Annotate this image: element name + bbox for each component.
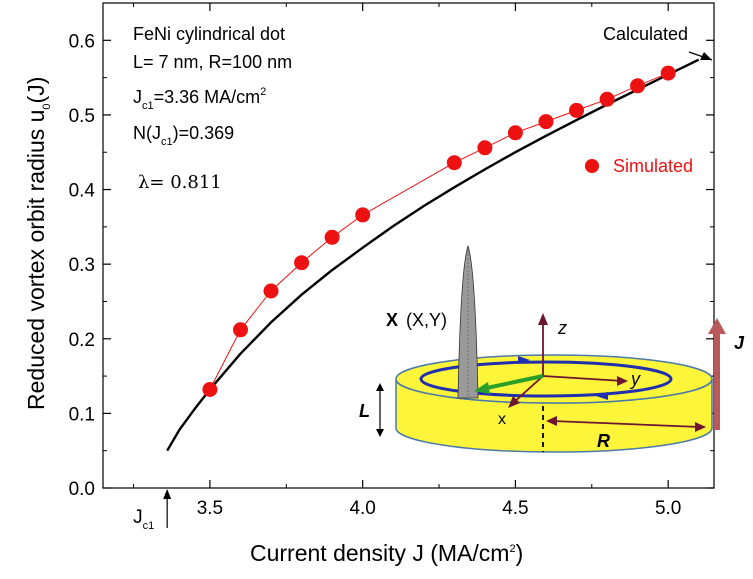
simulated-point	[355, 207, 370, 222]
inset-x-label: x	[498, 411, 506, 428]
simulated-point	[264, 284, 279, 299]
simulated-point	[508, 125, 523, 140]
x-tick-label: 4.5	[502, 498, 528, 519]
legend-simulated-marker	[585, 159, 599, 173]
current-arrow-shaft	[714, 330, 720, 430]
annotation-line1: FeNi cylindrical dot	[133, 24, 285, 44]
legend-calculated-label: Calculated	[603, 24, 688, 44]
x-tick-label: 4.0	[349, 498, 375, 519]
inset-z-label: z	[557, 318, 567, 338]
thickness-arrow-bottom	[376, 429, 384, 437]
simulated-point	[477, 140, 492, 155]
jc1-label: Jc1	[133, 507, 154, 532]
z-axis-head	[538, 313, 548, 325]
inset-l-label: L	[359, 401, 370, 421]
legend-simulated: Simulated	[585, 156, 693, 176]
annotation-block: FeNi cylindrical dot L= 7 nm, R=100 nm J…	[133, 24, 292, 193]
y-axis-title: Reduced vortex orbit radius u0(J)	[23, 77, 53, 410]
simulated-point	[447, 155, 462, 170]
simulated-point	[539, 114, 554, 129]
annotation-jc1: Jc1=3.36 MA/cm2	[133, 86, 266, 112]
legend-calculated: Calculated	[603, 24, 712, 60]
annotation-line2: L= 7 nm, R=100 nm	[133, 52, 292, 72]
annotation-n: N(Jc1)=0.369	[133, 123, 234, 148]
simulated-point	[600, 92, 615, 107]
y-tick-label: 0.0	[69, 479, 95, 500]
jc1-arrow-head	[163, 489, 171, 499]
simulated-point	[661, 66, 676, 81]
inset-xy-label: (X,Y)	[406, 310, 447, 330]
y-tick-label: 0.4	[69, 181, 96, 202]
inset-j-label: J	[734, 333, 745, 353]
y-tick-label: 0.1	[69, 404, 95, 425]
y-tick-label: 0.3	[69, 255, 95, 276]
simulated-point	[233, 322, 248, 337]
annotation-lambda: λ= 0.811	[138, 172, 222, 193]
thickness-arrow-top	[376, 383, 384, 391]
simulated-point	[202, 382, 217, 397]
simulated-point	[325, 230, 340, 245]
simulated-point	[294, 255, 309, 270]
x-tick-label: 5.0	[655, 498, 681, 519]
y-tick-label: 0.6	[69, 31, 95, 52]
x-axis-title: Current density J (MA/cm2)	[250, 540, 523, 566]
simulated-point	[630, 78, 645, 93]
legend-simulated-label: Simulated	[613, 156, 693, 176]
current-arrow-head	[708, 318, 726, 334]
inset-x-bold: X	[386, 310, 398, 330]
y-tick-label: 0.5	[69, 106, 95, 127]
y-tick-label: 0.2	[69, 330, 95, 351]
simulated-point	[569, 103, 584, 118]
inset-schematic: X (X,Y) z y x L R J	[359, 246, 745, 452]
simulated-line	[210, 73, 668, 389]
inset-y-label: y	[629, 369, 641, 389]
x-tick-label: 3.5	[197, 498, 223, 519]
jc1-marker: Jc1	[133, 489, 171, 532]
inset-r-label: R	[597, 431, 610, 451]
